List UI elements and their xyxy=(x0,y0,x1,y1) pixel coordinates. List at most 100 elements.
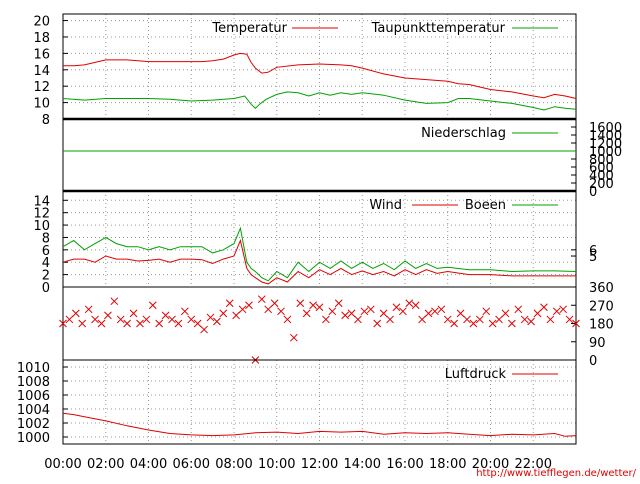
wind-direction-point xyxy=(84,305,93,314)
x-tick-label: 14:00 xyxy=(344,457,381,472)
panel-frame xyxy=(62,359,577,445)
wind-direction-point xyxy=(456,309,465,318)
series-line-secondary xyxy=(62,91,577,111)
y-tick-label-right: 1200 xyxy=(589,137,622,152)
x-tick-label: 16:00 xyxy=(386,457,423,472)
wind-direction-point xyxy=(148,301,157,310)
x-tick-label: 02:00 xyxy=(87,457,124,472)
wind-direction-point xyxy=(161,311,170,320)
y-tick-label-left: 4 xyxy=(42,256,50,271)
wind-direction-point xyxy=(399,307,407,316)
wind-direction-point xyxy=(206,313,215,322)
wind-direction-point xyxy=(572,319,580,328)
wind-direction-point xyxy=(405,299,414,308)
y-tick-label-right: 800 xyxy=(589,153,614,168)
wind-direction-point xyxy=(270,299,279,308)
y-tick-label-right: 90 xyxy=(589,336,606,351)
y-tick-label-right: 0 xyxy=(589,185,597,200)
wind-direction-point xyxy=(193,319,202,328)
wind-direction-point xyxy=(257,295,266,304)
wind-direction-point xyxy=(116,315,125,324)
legend-label: Temperatur xyxy=(211,21,287,36)
x-tick-label: 00:00 xyxy=(44,457,81,472)
y-tick-label-right: 360 xyxy=(589,281,614,296)
y-tick-label-right: 1600 xyxy=(589,121,622,136)
wind-direction-point xyxy=(123,319,131,328)
y-tick-label-left: 6 xyxy=(42,244,50,259)
wind-direction-point xyxy=(559,305,568,314)
wind-direction-point xyxy=(552,307,561,316)
y-tick-label-left: 2 xyxy=(42,269,50,284)
x-tick-label: 20:00 xyxy=(472,457,509,472)
wind-direction-point xyxy=(431,307,439,316)
wind-direction-point xyxy=(411,301,420,310)
y-tick-label-left: 10 xyxy=(33,219,50,234)
wind-direction-point xyxy=(238,305,247,314)
y-tick-label-left: 1002 xyxy=(17,417,50,432)
wind-direction-point xyxy=(469,319,478,328)
wind-direction-point xyxy=(289,333,298,342)
wind-direction-point xyxy=(283,315,292,324)
wind-direction-point xyxy=(418,315,426,324)
wind-direction-point xyxy=(168,315,176,324)
wind-direction-point xyxy=(437,305,446,314)
wind-direction-point xyxy=(110,297,119,306)
wind-direction-point xyxy=(463,315,471,324)
wind-direction-point xyxy=(540,303,548,312)
y-tick-label-left: 1008 xyxy=(17,375,50,390)
wind-direction-point xyxy=(142,315,151,324)
y-tick-label-left: 18 xyxy=(33,31,50,46)
series-line-primary xyxy=(62,238,576,285)
y-tick-label-right: 6 xyxy=(589,244,597,259)
y-tick-label-left: 1004 xyxy=(17,403,50,418)
wind-direction-point xyxy=(174,319,183,328)
wind-direction-point xyxy=(514,305,523,314)
x-tick-label: 06:00 xyxy=(173,457,210,472)
y-tick-label-right: 400 xyxy=(589,169,614,184)
wind-direction-point xyxy=(232,311,240,320)
wind-direction-point xyxy=(277,307,285,316)
x-tick-label: 08:00 xyxy=(215,457,252,472)
wind-direction-point xyxy=(91,315,99,324)
y-tick-label-left: 20 xyxy=(33,15,50,30)
y-tick-label-left: 1010 xyxy=(17,361,50,376)
wind-direction-point xyxy=(354,315,362,324)
wind-direction-point xyxy=(520,315,529,324)
wind-direction-point xyxy=(104,311,112,320)
y-tick-label-right: 1000 xyxy=(589,145,622,160)
y-tick-label-left: 12 xyxy=(33,207,50,222)
series-line-secondary xyxy=(62,226,577,282)
wind-direction-point xyxy=(386,315,394,324)
wind-direction-point xyxy=(508,319,516,328)
wind-direction-point xyxy=(65,315,74,324)
legend-label: Boeen xyxy=(465,198,506,213)
x-tick-label: 10:00 xyxy=(258,457,295,472)
wind-direction-point xyxy=(302,309,311,318)
y-tick-label-right: 180 xyxy=(589,318,614,333)
y-tick-label-left: 0 xyxy=(42,281,50,296)
wind-direction-point xyxy=(136,319,144,328)
wind-direction-point xyxy=(322,315,330,324)
wind-direction-point xyxy=(373,319,382,328)
series-line-primary xyxy=(62,412,577,437)
wind-direction-point xyxy=(309,301,317,310)
legend-label: Wind xyxy=(369,198,402,213)
wind-direction-point xyxy=(341,311,350,320)
y-tick-label-right: 1400 xyxy=(589,129,622,144)
wind-direction-point xyxy=(379,309,388,318)
wind-direction-point xyxy=(71,309,80,318)
x-tick-label: 12:00 xyxy=(301,457,338,472)
x-tick-label: 04:00 xyxy=(130,457,167,472)
series-line-primary xyxy=(63,52,577,99)
y-tick-label-right: 200 xyxy=(589,177,614,192)
wind-direction-point xyxy=(565,315,574,324)
legend-label: Luftdruck xyxy=(445,367,507,382)
wind-direction-point xyxy=(443,315,452,324)
y-tick-label-left: 10 xyxy=(33,97,50,112)
wind-direction-point xyxy=(450,319,459,328)
y-tick-label-left: 12 xyxy=(33,80,50,95)
y-tick-label-right: 600 xyxy=(589,161,614,176)
wind-direction-point xyxy=(180,307,189,316)
wind-direction-point xyxy=(482,307,491,316)
